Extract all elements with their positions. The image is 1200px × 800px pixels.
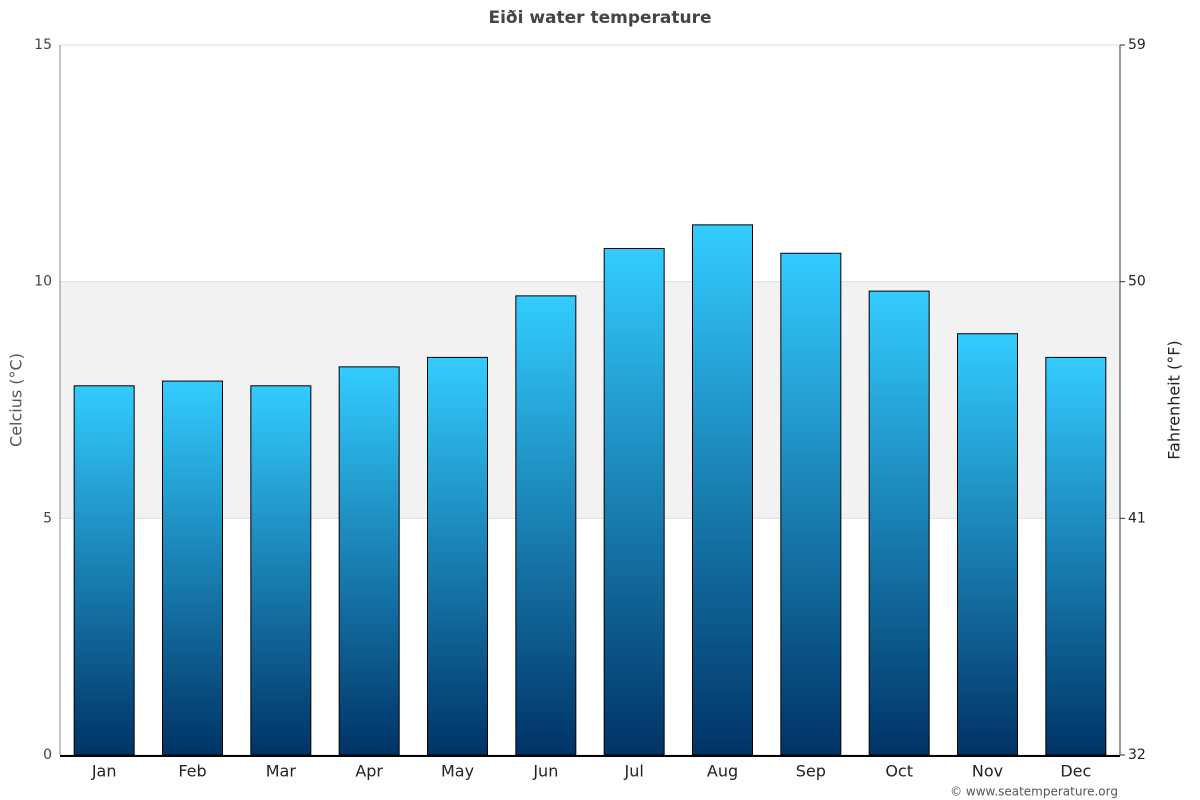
y-tick-label: 5 (43, 510, 52, 526)
bar (957, 333, 1018, 756)
bar (73, 385, 135, 756)
x-tick-label: Apr (355, 762, 383, 781)
chart-title: Eiði water temperature (488, 8, 711, 28)
x-tick-label: Jan (91, 762, 117, 781)
x-tick-label: Jul (624, 762, 644, 781)
x-tick-label: Jun (532, 762, 558, 781)
y2-axis-label: Fahrenheit (°F) (1165, 340, 1184, 459)
x-tick-label: Aug (707, 762, 738, 781)
y2-tick-label: 50 (1128, 274, 1146, 290)
x-tick-label: Oct (885, 762, 913, 781)
x-tick-label: Mar (266, 762, 297, 781)
x-tick-label: Nov (972, 762, 1003, 781)
y2-tick-label: 32 (1128, 747, 1146, 763)
bar (427, 356, 488, 756)
x-tick-label: May (441, 762, 474, 781)
y2-tick-label: 59 (1128, 37, 1146, 53)
y-tick-label: 15 (34, 37, 52, 53)
bar (162, 380, 223, 756)
credit: © www.seatemperature.org (950, 785, 1118, 799)
highlight-band (60, 281, 1120, 519)
y2-tick-label: 41 (1128, 510, 1146, 526)
bar (868, 290, 930, 756)
x-tick-label: Sep (796, 762, 826, 781)
bar (780, 252, 842, 756)
y-tick-label: 10 (34, 274, 52, 290)
bar (603, 248, 665, 756)
bar (515, 295, 577, 756)
bar (692, 224, 753, 756)
bar (250, 385, 312, 756)
x-tick-label: Feb (178, 762, 206, 781)
y-tick-label: 0 (43, 747, 52, 763)
y-axis-label: Celcius (°C) (7, 353, 26, 447)
x-tick-label: Dec (1060, 762, 1091, 781)
bar (338, 366, 400, 756)
bar (1045, 356, 1107, 756)
